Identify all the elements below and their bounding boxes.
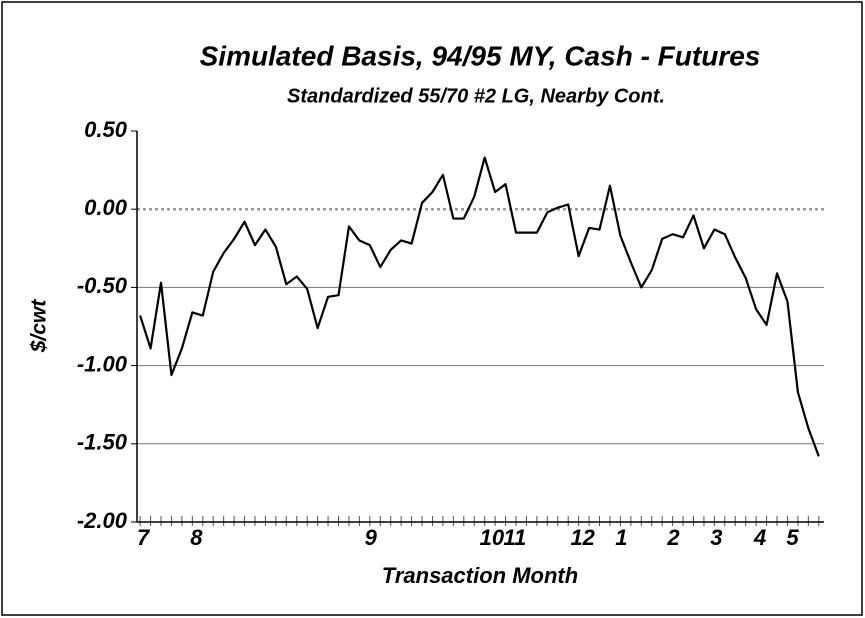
chart-title: Simulated Basis, 94/95 MY, Cash - Future…: [200, 40, 761, 71]
y-tick-label: -0.50: [77, 273, 128, 298]
x-tick-label: 7: [137, 525, 151, 550]
x-tick-label: 3: [710, 525, 722, 550]
chart-subtitle: Standardized 55/70 #2 LG, Nearby Cont.: [287, 85, 665, 107]
x-tick-label: 8: [190, 525, 203, 550]
y-axis-label: $/cwt: [28, 299, 51, 354]
x-tick-label: 12: [570, 525, 595, 550]
y-tick-label: 0.00: [84, 195, 128, 220]
x-tick-label: 10: [480, 525, 505, 550]
x-tick-label: 2: [666, 525, 680, 550]
x-axis-label: Transaction Month: [382, 563, 578, 588]
x-tick-label: 4: [753, 525, 766, 550]
y-tick-label: -2.00: [77, 508, 128, 533]
y-tick-label: -1.00: [77, 351, 128, 376]
y-tick-label: -1.50: [77, 430, 128, 455]
x-tick-label: 1: [615, 525, 627, 550]
x-tick-label: 5: [786, 525, 799, 550]
y-tick-label: 0.50: [84, 117, 128, 142]
line-series: [139, 156, 820, 457]
x-tick-label: 11: [503, 525, 526, 550]
x-tick-label: 9: [365, 525, 378, 550]
